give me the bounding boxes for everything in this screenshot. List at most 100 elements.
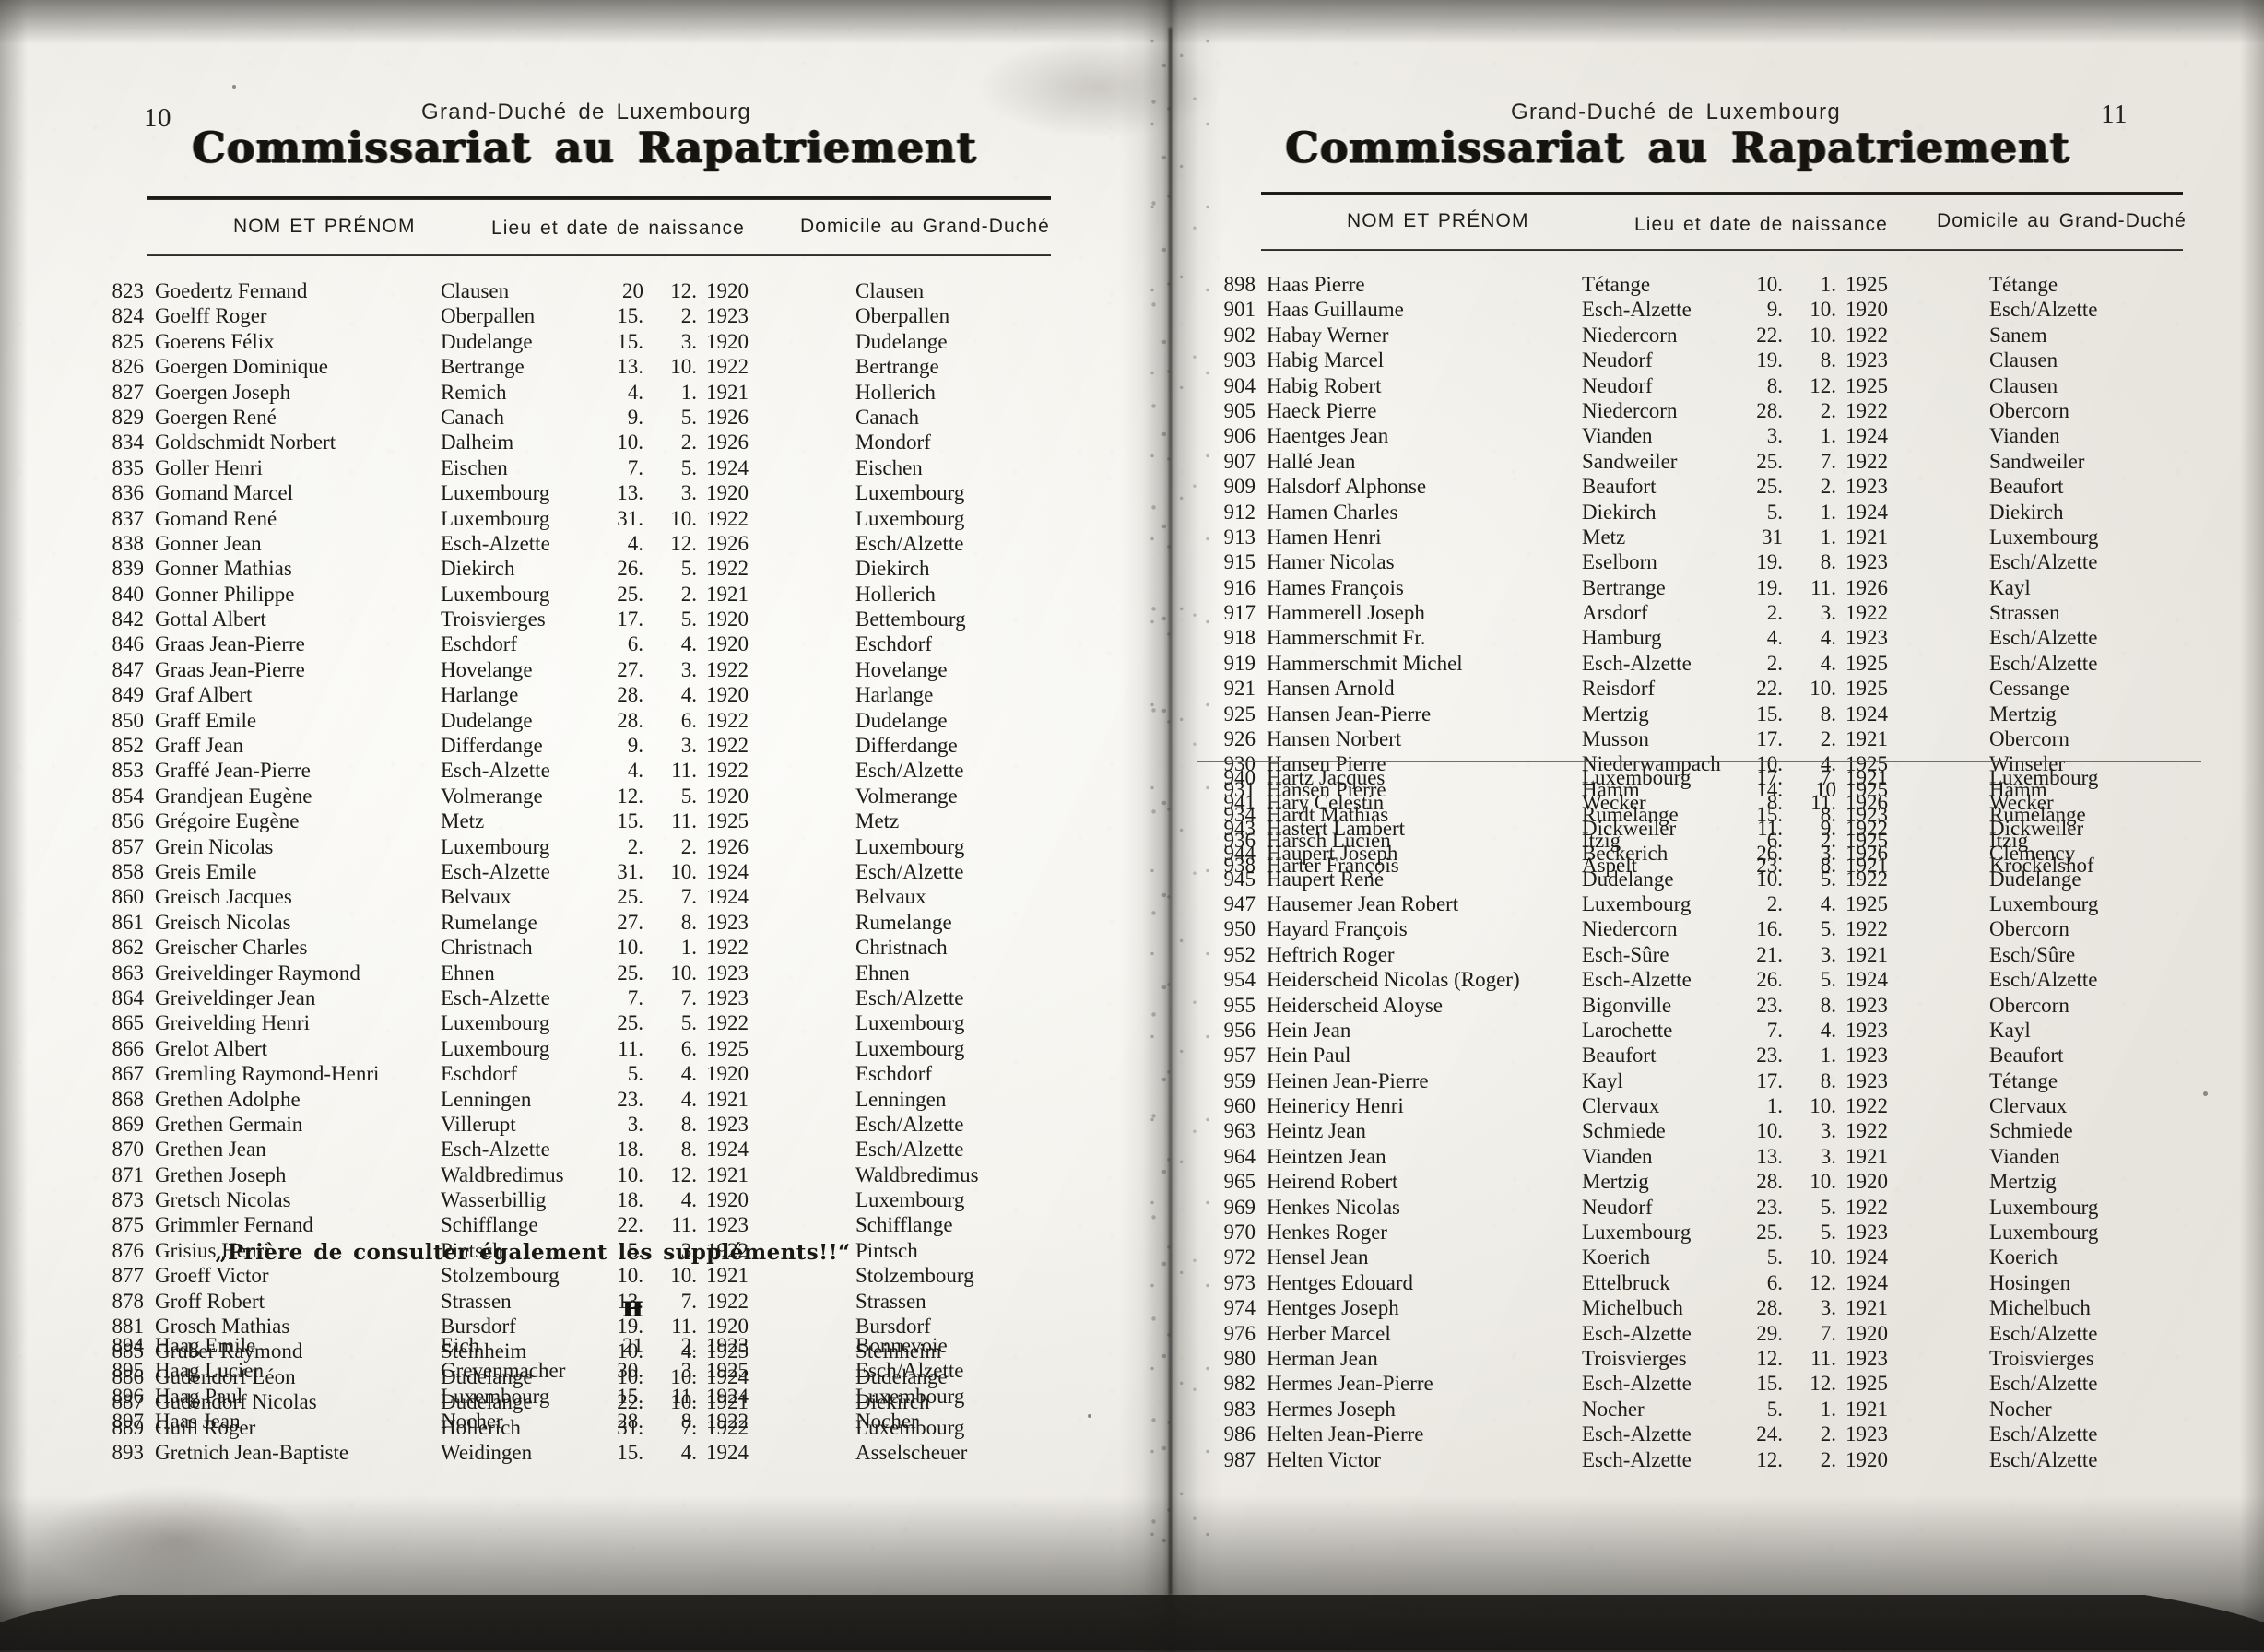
cell-name: Hammerschmit Michel xyxy=(1267,651,1463,675)
page-number-left: 10 xyxy=(144,103,171,133)
table-row: 964 Heintzen Jean Vianden 13. 3. 1921 Vianden xyxy=(1132,1145,2264,1170)
table-row: 972 Hensel Jean Koerich 5. 10. 1924 Koerich xyxy=(1132,1245,2264,1270)
cell-dom: Clervaux xyxy=(1989,1094,2068,1118)
table-row: 931 Hansen Pierre Hamm 14. 10 1925 Hamm xyxy=(1132,778,2264,803)
table-row: 905 Haeck Pierre Niedercorn 28. 2. 1922 Oberco… xyxy=(1132,399,2264,424)
cell-birth: Dudelange xyxy=(1582,867,1674,891)
table-row: 885 Gruber Raymond Steinheim 10. 4. 1925 Stein… xyxy=(0,1339,1132,1364)
cell-name: Henkes Roger xyxy=(1267,1221,1387,1245)
cell-dom: Mertzig xyxy=(1989,702,2057,726)
cell-dom: Vianden xyxy=(1989,424,2060,448)
cell-dom: Beaufort xyxy=(1989,1044,2064,1068)
table-row: 956 Hein Jean Larochette 7. 4. 1923 Kayl xyxy=(1132,1019,2264,1044)
cell-num: 887 xyxy=(112,1390,145,1414)
table-row: 824 Goelff Roger Oberpallen 15. 2. 1923 Oberpa… xyxy=(0,304,1132,329)
cell-birth: Differdange xyxy=(441,734,543,758)
table-row: 840 Gonner Philippe Luxembourg 25. 2. 1921 Hol… xyxy=(0,583,1132,608)
cell-birth: Nocher xyxy=(441,1410,503,1434)
cell-month: 3. xyxy=(1820,601,1836,625)
cell-day: 13. xyxy=(617,1289,643,1313)
cell-birth: Esch-Alzette xyxy=(1582,651,1692,675)
supplements-note: „Prière de consulter également les suppl… xyxy=(215,1240,851,1265)
cell-dom: Clausen xyxy=(1989,348,2058,372)
header-underrule-right xyxy=(1261,249,2183,251)
cell-day: 30. xyxy=(617,1359,643,1383)
table-row: 918 Hammerschmit Fr. Hamburg 4. 4. 1923 Esch/A… xyxy=(1132,626,2264,651)
cell-birth: Luxembourg xyxy=(441,582,550,606)
cell-dom: Clausen xyxy=(1989,373,2058,397)
cell-dom: Rumelange xyxy=(855,910,952,934)
cell-dom: Esch/Alzette xyxy=(1989,968,2098,992)
cell-dom: Esch/Alzette xyxy=(1989,651,2098,675)
cell-name: Gonner Mathias xyxy=(155,557,292,581)
table-row: 860 Greisch Jacques Belvaux 25. 7. 1924 Belvau… xyxy=(0,885,1132,910)
cell-name: Heinen Jean-Pierre xyxy=(1267,1068,1429,1092)
cell-dom: Hosingen xyxy=(1989,1270,2071,1294)
cell-name: Grosch Mathias xyxy=(155,1315,290,1339)
cell-num: 974 xyxy=(1223,1296,1256,1320)
cell-num: 909 xyxy=(1223,475,1256,499)
cell-num: 825 xyxy=(112,329,145,353)
column-header-birth-left: Lieu et date de naissance xyxy=(491,218,745,239)
cell-dom: Esch/Alzette xyxy=(1989,298,2098,322)
table-row: 887 Gudendorf Nicolas Dudelange 22. 10. 1921 D… xyxy=(0,1390,1132,1415)
cell-dom: Cessange xyxy=(1989,677,2069,701)
cell-birth: Luxembourg xyxy=(441,481,550,505)
cell-month: 8. xyxy=(680,1138,697,1162)
cell-num: 827 xyxy=(112,380,145,404)
cell-num: 906 xyxy=(1223,424,1256,448)
cell-name: Greivelding Henri xyxy=(155,1011,310,1035)
cell-birth: Beaufort xyxy=(1582,1044,1657,1068)
cell-birth: Koerich xyxy=(1582,1245,1651,1269)
table-row: 868 Grethen Adolphe Lenningen 23. 4. 1921 Lenn… xyxy=(0,1088,1132,1113)
cell-name: Grimmler Fernand xyxy=(155,1213,313,1237)
cell-day: 28. xyxy=(1756,398,1783,422)
cell-day: 7. xyxy=(627,455,643,479)
table-row: 826 Goergen Dominique Bertrange 13. 10. 1922 B… xyxy=(0,355,1132,380)
cell-year: 1926 xyxy=(706,531,749,555)
cell-name: Habig Marcel xyxy=(1267,348,1385,372)
cell-year: 1922 xyxy=(706,355,749,379)
cell-num: 972 xyxy=(1223,1245,1256,1269)
cell-birth: Ehnen xyxy=(441,961,495,985)
cell-day: 5. xyxy=(627,1238,643,1262)
cell-dom: Stolzembourg xyxy=(855,1264,974,1288)
cell-num: 987 xyxy=(1223,1447,1256,1471)
cell-birth: Mertzig xyxy=(1582,1170,1649,1194)
cell-month: 5. xyxy=(680,455,697,479)
table-row: 930 Hansen Pierre Niederwampach 10. 4. 1925 Wi… xyxy=(1132,752,2264,777)
cell-name: Heintzen Jean xyxy=(1267,1144,1386,1168)
cell-month: 3. xyxy=(1820,942,1836,966)
cell-birth: Esch-Alzette xyxy=(1582,1422,1692,1446)
cell-birth: Rumelange xyxy=(1582,803,1679,827)
cell-month: 10 xyxy=(1815,777,1836,801)
cell-day: 4. xyxy=(627,380,643,404)
cell-month: 8. xyxy=(680,1112,697,1136)
cell-month: 3. xyxy=(1820,842,1836,866)
cell-dom: Esch/Alzette xyxy=(855,531,964,555)
cell-day: 22. xyxy=(1756,677,1783,701)
cell-name: Gudendorf Nicolas xyxy=(155,1390,317,1414)
cell-day: 26. xyxy=(617,557,643,581)
cell-dom: Hamm xyxy=(1989,777,2047,801)
register-table-left: 823 Goedertz Fernand Clausen 20 12. 1920 Claus… xyxy=(0,279,1132,1466)
cell-birth: Volmerange xyxy=(441,784,543,808)
table-row: 839 Gonner Mathias Diekirch 26. 5. 1922 Diekir… xyxy=(0,557,1132,582)
cell-name: Hermes Jean-Pierre xyxy=(1267,1372,1433,1396)
table-row: 903 Habig Marcel Neudorf 19. 8. 1923 Clausen xyxy=(1132,348,2264,373)
cell-birth: Esch-Alzette xyxy=(1582,968,1692,992)
cell-dom: Bettembourg xyxy=(855,608,966,631)
table-row: 856 Grégoire Eugène Metz 15. 11. 1925 Metz xyxy=(0,809,1132,834)
right-page: 11 Grand-Duché de Luxembourg Commissaria… xyxy=(1132,0,2264,1652)
cell-day: 17. xyxy=(1756,1068,1783,1092)
cell-num: 836 xyxy=(112,481,145,505)
cell-dom: Vianden xyxy=(1989,1144,2060,1168)
cell-num: 885 xyxy=(112,1339,145,1363)
cell-day: 25. xyxy=(617,1011,643,1035)
cell-year: 1920 xyxy=(706,279,749,302)
cell-day: 23. xyxy=(1756,1044,1783,1068)
cell-day: 15. xyxy=(617,1440,643,1464)
cell-name: Goergen René xyxy=(155,405,277,429)
cell-day: 25. xyxy=(1756,449,1783,473)
table-row: 823 Goedertz Fernand Clausen 20 12. 1920 Claus… xyxy=(0,279,1132,304)
